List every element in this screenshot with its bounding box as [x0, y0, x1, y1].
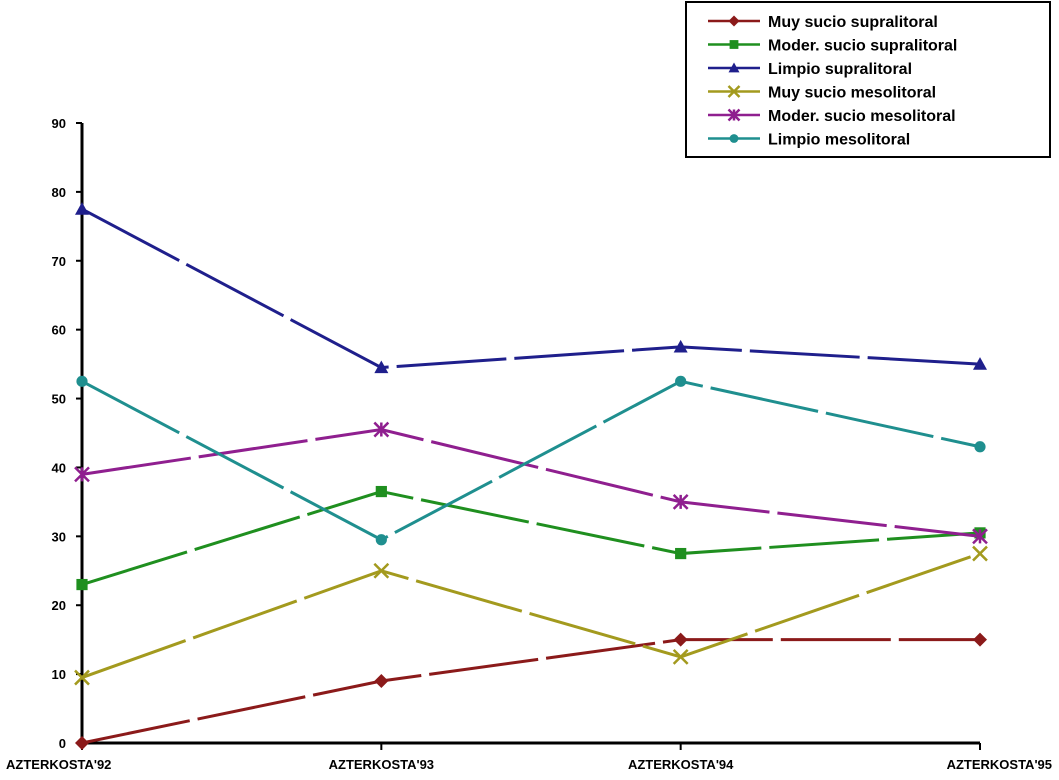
data-point — [675, 375, 687, 387]
data-point — [373, 421, 390, 438]
legend-marker — [729, 134, 739, 143]
data-point — [972, 528, 988, 545]
series-1 — [75, 632, 987, 750]
y-tick-label: 0 — [59, 736, 66, 751]
series-line — [81, 428, 981, 538]
data-point — [75, 736, 89, 750]
legend-label: Limpio mesolitoral — [768, 132, 910, 149]
y-tick-label: 90 — [52, 116, 66, 131]
y-tick-label: 20 — [52, 598, 66, 613]
legend: Muy sucio supralitoral Moder. sucio supra… — [685, 1, 1051, 158]
series-5 — [74, 421, 988, 545]
y-tick-label: 60 — [52, 323, 66, 338]
data-point — [374, 360, 389, 374]
series-line — [81, 379, 981, 542]
data-point — [375, 485, 387, 498]
series-line — [81, 638, 980, 745]
data-point — [972, 545, 988, 562]
legend-item: Muy sucio supralitoral — [708, 14, 938, 31]
series-4 — [74, 545, 988, 686]
data-point — [74, 466, 90, 483]
data-point — [675, 547, 687, 560]
legend-item: Moder. sucio supralitoral — [708, 38, 957, 55]
legend-label: Limpio supralitoral — [768, 61, 912, 78]
legend-label: Muy sucio mesolitoral — [768, 85, 936, 102]
data-point — [374, 674, 389, 688]
axes: 0 10 20 30 40 50 60 70 80 90 AZTERKOSTA'92 AZTERKOS… — [6, 116, 1052, 772]
legend-item: Limpio supralitoral — [708, 61, 912, 78]
data-point — [673, 632, 688, 647]
y-tick-label: 50 — [52, 392, 66, 407]
legend-box — [685, 1, 1051, 158]
legend-marker — [728, 15, 740, 27]
series-2 — [76, 485, 986, 591]
legend-marker — [727, 85, 741, 98]
series-line — [81, 207, 981, 370]
y-tick-label: 10 — [52, 667, 66, 682]
data-point — [973, 632, 987, 647]
series-line — [81, 552, 981, 679]
data-point — [973, 357, 987, 370]
legend-item: Muy sucio mesolitoral — [708, 85, 936, 102]
legend-label: Moder. sucio supralitoral — [768, 38, 957, 55]
data-point — [672, 494, 689, 510]
x-tick-label: AZTERKOSTA'94 — [628, 757, 734, 772]
data-point — [75, 202, 89, 215]
legend-label: Muy sucio supralitoral — [768, 14, 938, 31]
data-point — [76, 375, 88, 387]
y-tick-label: 30 — [52, 529, 66, 544]
series-layer — [74, 202, 988, 750]
y-tick-label: 70 — [52, 254, 66, 269]
legend-item: Limpio mesolitoral — [708, 132, 910, 149]
data-point — [974, 441, 986, 453]
legend-label: Moder. sucio mesolitoral — [768, 108, 956, 125]
y-tick-label: 40 — [52, 460, 66, 475]
legend-item: Moder. sucio mesolitoral — [708, 108, 956, 125]
series-6 — [76, 375, 986, 546]
legend-marker — [727, 108, 741, 122]
data-point — [74, 669, 90, 686]
x-tick-label: AZTERKOSTA'95 — [947, 757, 1052, 772]
data-point — [673, 339, 688, 353]
data-point — [373, 562, 390, 579]
legend-marker — [728, 62, 740, 73]
data-point — [672, 649, 689, 665]
y-tick-label: 80 — [52, 185, 66, 200]
x-tick-label: AZTERKOSTA'92 — [6, 757, 111, 772]
series-line — [81, 490, 981, 586]
data-point — [76, 578, 88, 591]
x-tick-label: AZTERKOSTA'93 — [329, 757, 434, 772]
data-point — [375, 534, 387, 546]
series-3 — [75, 202, 987, 374]
legend-marker — [729, 40, 739, 49]
